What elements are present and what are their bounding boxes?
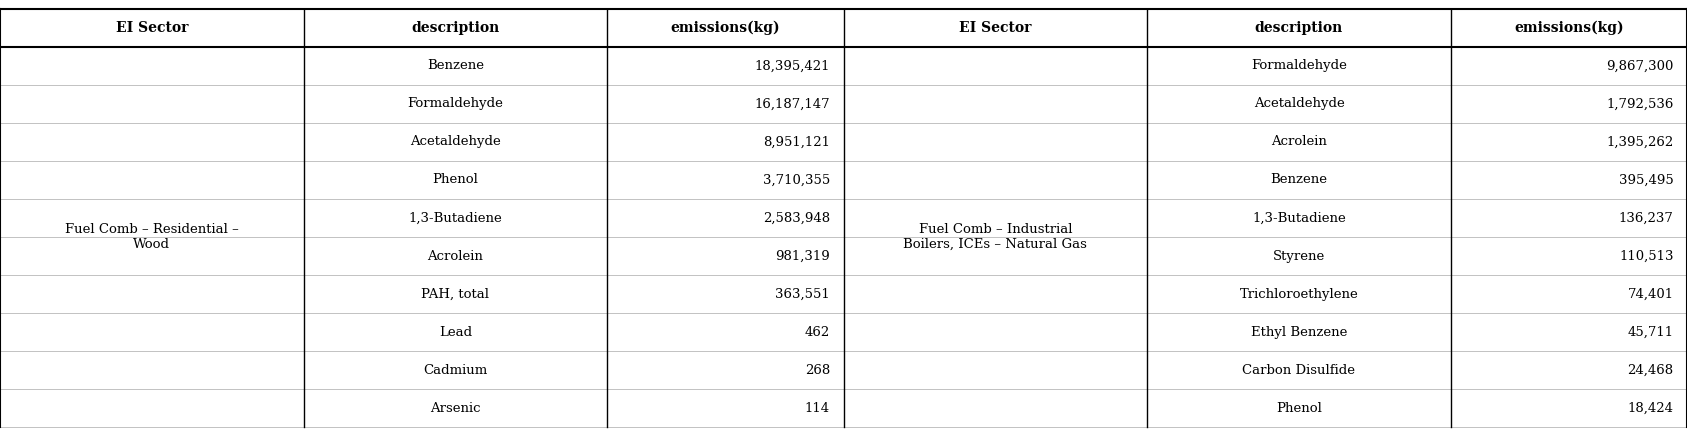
Text: 1,395,262: 1,395,262 bbox=[1606, 136, 1674, 148]
Text: 18,424: 18,424 bbox=[1628, 402, 1674, 415]
Text: 74,401: 74,401 bbox=[1628, 288, 1674, 300]
Text: description: description bbox=[1255, 21, 1343, 35]
Text: Fuel Comb – Residential –
Wood: Fuel Comb – Residential – Wood bbox=[66, 223, 238, 251]
Text: 2,583,948: 2,583,948 bbox=[763, 211, 830, 225]
Text: 1,3-Butadiene: 1,3-Butadiene bbox=[1252, 211, 1346, 225]
Text: Fuel Comb – Industrial
Boilers, ICEs – Natural Gas: Fuel Comb – Industrial Boilers, ICEs – N… bbox=[904, 223, 1086, 251]
Text: Arsenic: Arsenic bbox=[430, 402, 481, 415]
Text: 9,867,300: 9,867,300 bbox=[1606, 59, 1674, 72]
Text: Cadmium: Cadmium bbox=[423, 364, 488, 377]
Text: EI Sector: EI Sector bbox=[960, 21, 1031, 35]
Text: 114: 114 bbox=[805, 402, 830, 415]
Text: Lead: Lead bbox=[439, 326, 472, 339]
Text: 1,3-Butadiene: 1,3-Butadiene bbox=[408, 211, 503, 225]
Text: 110,513: 110,513 bbox=[1620, 249, 1674, 262]
Text: Carbon Disulfide: Carbon Disulfide bbox=[1243, 364, 1355, 377]
Text: emissions(kg): emissions(kg) bbox=[1515, 20, 1623, 35]
Text: Acetaldehyde: Acetaldehyde bbox=[1253, 97, 1345, 110]
Text: Benzene: Benzene bbox=[1270, 174, 1328, 187]
Text: 395,495: 395,495 bbox=[1620, 174, 1674, 187]
Text: 18,395,421: 18,395,421 bbox=[754, 59, 830, 72]
Text: description: description bbox=[412, 21, 499, 35]
Text: 24,468: 24,468 bbox=[1628, 364, 1674, 377]
Text: 3,710,355: 3,710,355 bbox=[763, 174, 830, 187]
Text: 363,551: 363,551 bbox=[776, 288, 830, 300]
Text: Formaldehyde: Formaldehyde bbox=[408, 97, 503, 110]
Text: Phenol: Phenol bbox=[1275, 402, 1323, 415]
Text: Ethyl Benzene: Ethyl Benzene bbox=[1250, 326, 1348, 339]
Text: EI Sector: EI Sector bbox=[116, 21, 187, 35]
Text: 136,237: 136,237 bbox=[1618, 211, 1674, 225]
Text: Acetaldehyde: Acetaldehyde bbox=[410, 136, 501, 148]
Text: 268: 268 bbox=[805, 364, 830, 377]
Text: Acrolein: Acrolein bbox=[427, 249, 484, 262]
Text: 1,792,536: 1,792,536 bbox=[1606, 97, 1674, 110]
Text: Trichloroethylene: Trichloroethylene bbox=[1240, 288, 1358, 300]
Text: Acrolein: Acrolein bbox=[1270, 136, 1328, 148]
Text: Benzene: Benzene bbox=[427, 59, 484, 72]
Text: 16,187,147: 16,187,147 bbox=[754, 97, 830, 110]
Text: 45,711: 45,711 bbox=[1628, 326, 1674, 339]
Text: emissions(kg): emissions(kg) bbox=[671, 20, 779, 35]
Text: PAH, total: PAH, total bbox=[422, 288, 489, 300]
Text: Phenol: Phenol bbox=[432, 174, 479, 187]
Text: Formaldehyde: Formaldehyde bbox=[1252, 59, 1346, 72]
Text: 8,951,121: 8,951,121 bbox=[763, 136, 830, 148]
Text: Styrene: Styrene bbox=[1274, 249, 1324, 262]
Text: 462: 462 bbox=[805, 326, 830, 339]
Text: 981,319: 981,319 bbox=[776, 249, 830, 262]
